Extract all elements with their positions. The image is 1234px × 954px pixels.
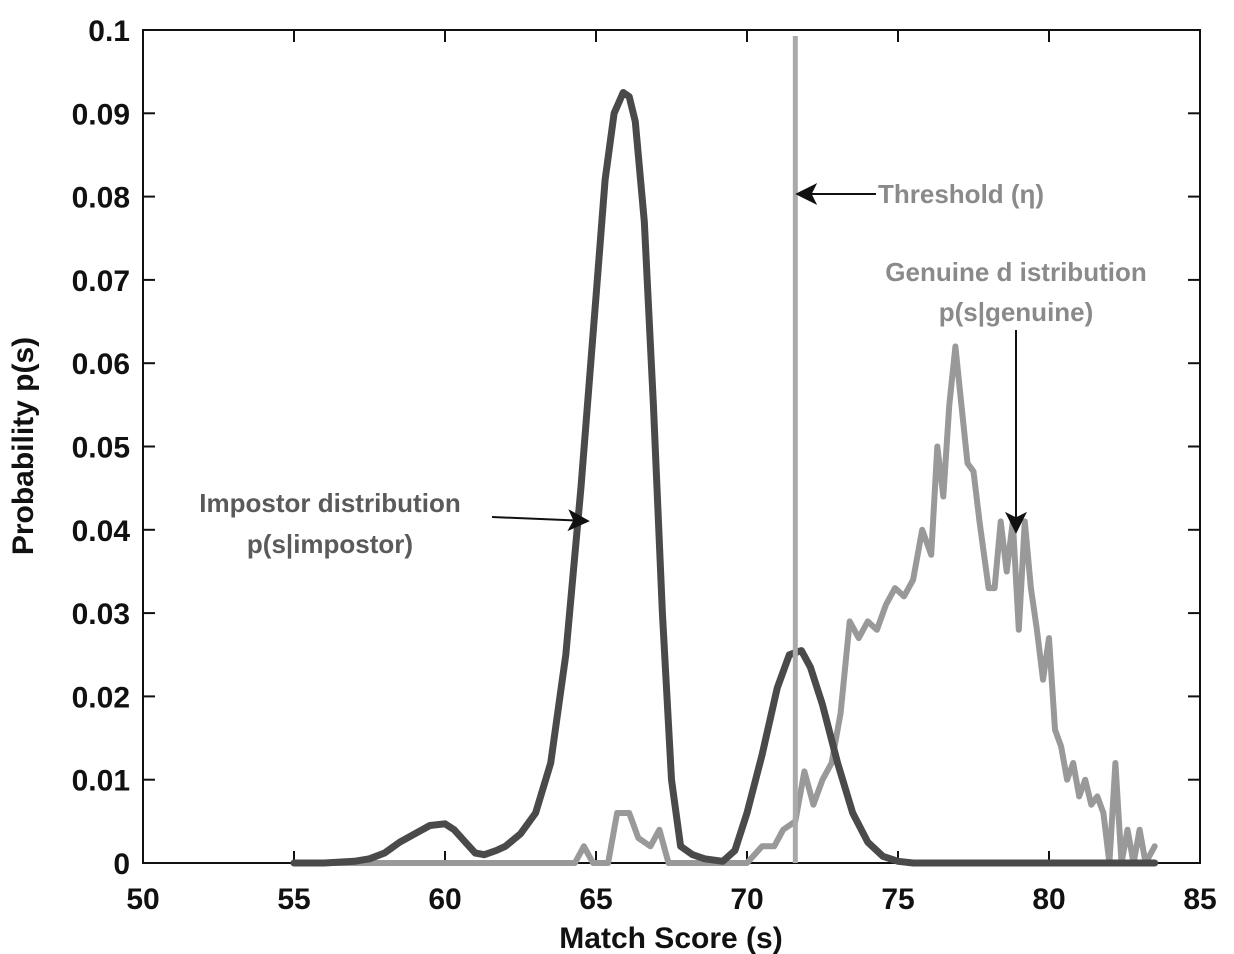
threshold-annotation: Threshold (η): [795, 179, 1044, 209]
y-tick-label: 0.09: [72, 98, 130, 131]
impostor-series-line: [290, 89, 1159, 867]
impostor-label-line2: p(s|impostor): [247, 529, 413, 559]
genuine-series-line: [291, 343, 1158, 866]
x-tick-label: 60: [428, 883, 461, 916]
y-tick-label: 0.05: [72, 432, 130, 465]
y-tick-label: 0: [113, 848, 130, 881]
y-tick-label: 0.02: [72, 681, 130, 714]
y-tick-label: 0.07: [72, 265, 130, 298]
threshold-label: Threshold (η): [878, 179, 1044, 209]
x-tick-label: 65: [579, 883, 612, 916]
y-tick-label: 0.1: [88, 15, 130, 48]
x-tick-label: 85: [1183, 883, 1216, 916]
y-axis-title: Probability p(s): [7, 337, 40, 555]
y-tick-label: 0.04: [72, 515, 131, 548]
x-tick-label: 55: [277, 883, 310, 916]
x-tick-label: 80: [1032, 883, 1065, 916]
impostor-label-line1: Impostor distribution: [199, 488, 460, 518]
series-layer: [290, 89, 1159, 867]
genuine-annotation: Genuine d istribution p(s|genuine): [885, 257, 1147, 534]
genuine-label-line2: p(s|genuine): [939, 297, 1094, 327]
x-tick-labels: 50 55 60 65 70 75 80 85: [126, 883, 1216, 916]
genuine-label-line1: Genuine d istribution: [885, 257, 1146, 287]
x-axis-title: Match Score (s): [559, 922, 782, 954]
y-tick-label: 0.03: [72, 598, 130, 631]
x-tick-label: 75: [881, 883, 914, 916]
impostor-annotation: Impostor distribution p(s|impostor): [199, 488, 590, 559]
x-tick-label: 50: [126, 883, 159, 916]
impostor-arrow: [491, 509, 590, 532]
y-tick-labels: 0 0.01 0.02 0.03 0.04 0.05 0.06 0.07 0.08 0.09 0.1: [72, 15, 131, 881]
y-tick-label: 0.08: [72, 182, 130, 215]
y-tick-label: 0.06: [72, 348, 130, 381]
x-tick-label: 70: [730, 883, 763, 916]
y-tick-label: 0.01: [72, 765, 130, 798]
